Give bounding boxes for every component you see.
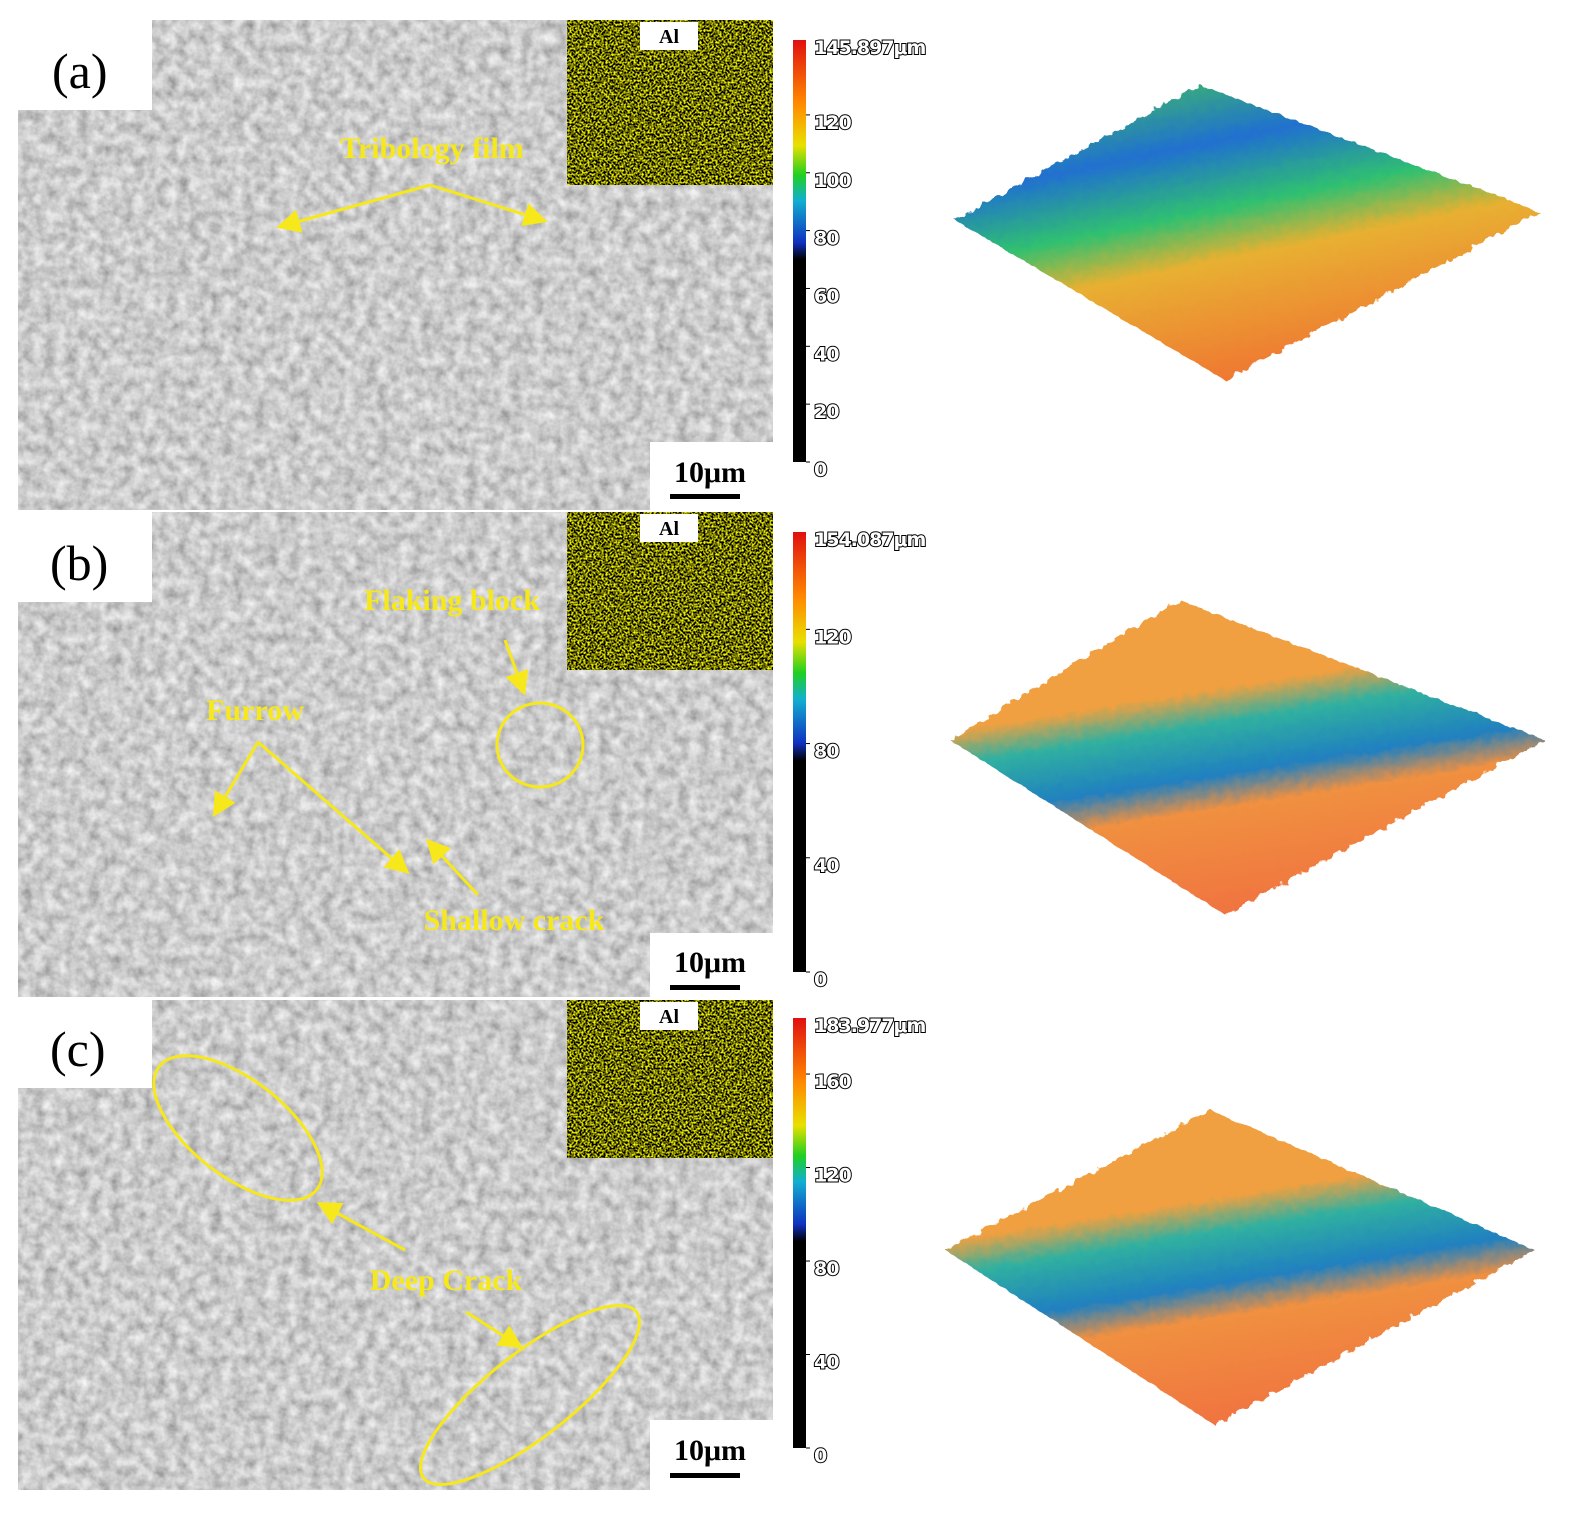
colorbar xyxy=(793,532,806,972)
colorbar xyxy=(793,40,806,462)
panel-label: (b) xyxy=(50,535,108,591)
colorbar-tick-label: 0 xyxy=(814,969,827,991)
colorbar-tick-label: 120 xyxy=(814,1165,851,1187)
panel-b: (b) Al Flaking block Furrow Shallow crac… xyxy=(18,512,1545,997)
colorbar-tick-label: 120 xyxy=(814,626,851,648)
label-box xyxy=(18,20,152,110)
label-box xyxy=(18,512,152,602)
scale-bar xyxy=(670,1473,740,1478)
inset-label-box xyxy=(640,22,698,50)
inset-label: Al xyxy=(659,518,679,540)
scale-bar xyxy=(670,494,740,499)
highlight-ellipse xyxy=(419,1304,641,1486)
colorbar-tick-label: 60 xyxy=(814,285,839,307)
arrow xyxy=(429,183,548,227)
colorbar-tick-label: 40 xyxy=(814,855,839,877)
arrow xyxy=(465,1310,524,1349)
scale-bar xyxy=(670,985,740,990)
highlight-ellipse xyxy=(152,1054,324,1202)
panel-label: (c) xyxy=(50,1021,106,1077)
inset-label-box xyxy=(640,1002,698,1030)
scale-box xyxy=(650,1420,773,1490)
scale-bar-label: 10μm xyxy=(674,1434,746,1467)
label-box xyxy=(18,1000,152,1088)
colorbar-tick-label: 80 xyxy=(814,1258,839,1280)
annotation: Tribology film xyxy=(340,132,524,165)
arrow xyxy=(212,741,260,818)
annotation: Deep Crack xyxy=(370,1264,523,1297)
arrow xyxy=(425,838,480,897)
panel-a: (a) Al Tribology film 10μm xyxy=(18,20,1540,510)
colorbar-tick-label: 160 xyxy=(814,1071,851,1093)
panel-label: (a) xyxy=(52,43,108,99)
colorbar-tick-label: 120 xyxy=(814,112,851,134)
colorbar-tick-label: 20 xyxy=(814,401,839,423)
arrow xyxy=(316,1202,406,1252)
highlight-ellipse xyxy=(495,701,585,789)
arrow xyxy=(503,639,529,696)
colorbar-max-label: 183.977μm xyxy=(814,1015,926,1037)
surface-3d xyxy=(955,85,1540,380)
colorbar-tick-label: 0 xyxy=(814,459,827,481)
annotation: Furrow xyxy=(206,694,304,727)
annotation: Flaking block xyxy=(364,584,540,617)
arrow xyxy=(257,740,410,874)
colorbar xyxy=(793,1018,806,1448)
panel-c: (c) Al Deep Crack 10μm xyxy=(18,1000,1535,1490)
arrow xyxy=(276,183,431,233)
inset-label: Al xyxy=(659,1006,679,1028)
colorbar-tick-label: 40 xyxy=(814,1352,839,1374)
surface-3d xyxy=(950,600,1545,915)
colorbar-tick-label: 40 xyxy=(814,343,839,365)
colorbar-tick-label: 80 xyxy=(814,741,839,763)
inset-label-box xyxy=(640,514,698,542)
scale-bar-label: 10μm xyxy=(674,456,746,489)
inset-label: Al xyxy=(659,26,679,48)
colorbar-max-label: 154.087μm xyxy=(814,529,926,551)
colorbar-tick-label: 100 xyxy=(814,170,851,192)
surface-3d xyxy=(945,1110,1535,1425)
colorbar-max-label: 145.897μm xyxy=(814,37,926,59)
scale-bar-label: 10μm xyxy=(674,946,746,979)
colorbar-tick-label: 0 xyxy=(814,1445,827,1467)
colorbar-tick-label: 80 xyxy=(814,228,839,250)
annotation: Shallow crack xyxy=(424,904,605,937)
